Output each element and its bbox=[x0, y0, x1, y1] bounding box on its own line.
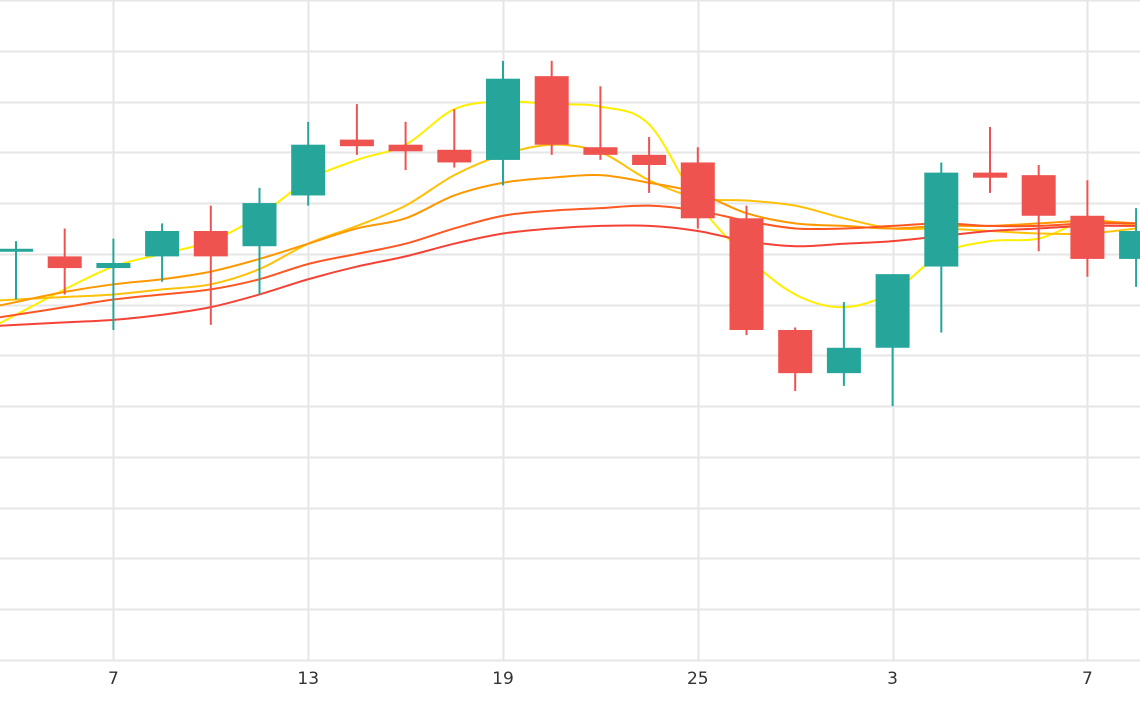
candle-up bbox=[96, 238, 131, 330]
candles bbox=[0, 60, 1140, 407]
candle-body bbox=[0, 248, 33, 252]
x-tick-label: 7 bbox=[108, 669, 119, 689]
candle-down bbox=[534, 60, 569, 155]
candle-body bbox=[826, 347, 861, 374]
candle-body bbox=[729, 218, 764, 330]
candle-body bbox=[339, 139, 374, 147]
candle-up bbox=[1119, 208, 1140, 287]
candle-up bbox=[145, 223, 180, 282]
candle-body bbox=[1119, 231, 1140, 259]
candle-down bbox=[1070, 180, 1105, 277]
candle-up bbox=[924, 162, 959, 333]
candle-down bbox=[632, 137, 667, 193]
candle-body bbox=[534, 76, 569, 145]
candle-down bbox=[778, 327, 813, 391]
candle-body bbox=[875, 274, 910, 348]
candle-body bbox=[96, 262, 131, 269]
x-axis: 7 13 19 25 3 7 bbox=[108, 669, 1093, 689]
candle-body bbox=[291, 144, 326, 196]
candle-body bbox=[242, 203, 277, 247]
candle-body bbox=[1070, 215, 1105, 259]
x-tick-label: 19 bbox=[492, 669, 514, 689]
candle-body bbox=[583, 147, 618, 155]
candle-down bbox=[193, 205, 228, 325]
candle-down bbox=[729, 205, 764, 336]
candle-down bbox=[47, 228, 82, 295]
candle-body bbox=[632, 154, 667, 165]
candle-up bbox=[242, 187, 277, 295]
candle-down bbox=[388, 121, 423, 171]
candle-body bbox=[778, 330, 813, 374]
candle-body bbox=[193, 231, 228, 257]
x-tick-label: 7 bbox=[1082, 669, 1093, 689]
candle-body bbox=[145, 231, 180, 257]
candle-up bbox=[875, 274, 910, 407]
candle-down bbox=[583, 86, 618, 160]
moving-average-line bbox=[0, 204, 1137, 319]
candle-up bbox=[486, 60, 520, 186]
candle-down bbox=[339, 104, 374, 155]
candle-down bbox=[437, 109, 472, 168]
candle-body bbox=[388, 144, 423, 152]
candle-body bbox=[924, 172, 959, 267]
candle-up bbox=[291, 121, 326, 206]
candle-body bbox=[1021, 175, 1056, 216]
candle-down bbox=[1021, 165, 1056, 252]
candle-body bbox=[973, 172, 1007, 178]
grid bbox=[0, 0, 1140, 662]
candle-up bbox=[826, 302, 861, 386]
candle-down bbox=[680, 147, 715, 229]
candle-body bbox=[680, 162, 715, 219]
candle-down bbox=[973, 126, 1007, 193]
x-tick-label: 13 bbox=[297, 669, 319, 689]
candle-body bbox=[437, 149, 472, 163]
candle-body bbox=[486, 78, 520, 160]
candle-body bbox=[47, 256, 82, 269]
x-tick-label: 25 bbox=[687, 669, 709, 689]
candle-up bbox=[0, 241, 33, 300]
x-tick-label: 3 bbox=[887, 669, 898, 689]
